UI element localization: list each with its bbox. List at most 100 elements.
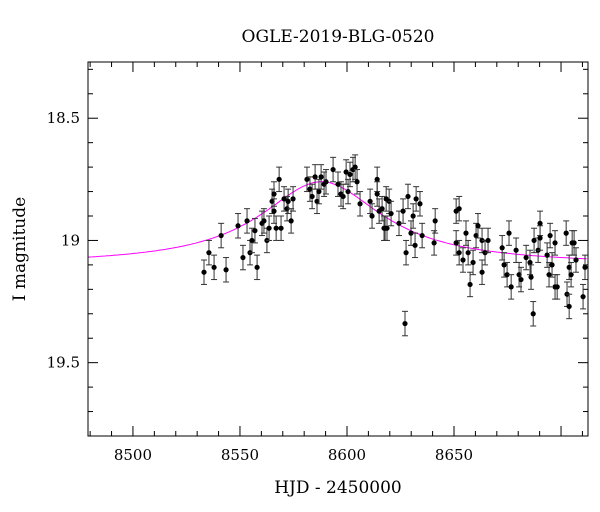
point-marker (347, 171, 353, 178)
data-point (506, 220, 513, 246)
point-marker (345, 188, 351, 195)
point-marker (544, 252, 550, 258)
data-point (528, 264, 535, 290)
data-point (288, 208, 295, 234)
data-point (485, 227, 492, 254)
point-marker (235, 223, 241, 229)
model-curve (88, 181, 587, 260)
point-marker (546, 272, 552, 278)
point-marker (566, 264, 572, 270)
data-point (573, 247, 580, 273)
point-marker (485, 237, 491, 244)
point-marker (412, 242, 418, 248)
data-point (314, 188, 321, 215)
chart-title: OGLE-2019-BLG-0520 (242, 27, 435, 47)
data-point (303, 166, 310, 193)
data-point (382, 215, 389, 241)
data-point (526, 249, 533, 276)
point-marker (453, 240, 459, 246)
data-point (413, 186, 420, 212)
data-point (352, 154, 359, 180)
data-point (563, 220, 570, 246)
data-point (474, 213, 481, 239)
data-point (580, 283, 587, 310)
point-marker (290, 196, 296, 202)
data-point (374, 181, 381, 207)
point-marker (354, 179, 360, 185)
data-point (530, 301, 537, 327)
data-point (554, 274, 561, 300)
point-marker (388, 210, 394, 217)
point-marker (266, 225, 272, 231)
data-point (343, 159, 350, 185)
point-marker (410, 213, 416, 219)
y-axis-label: I magnitude (10, 197, 30, 301)
data-point (201, 259, 208, 285)
point-marker (501, 262, 507, 268)
point-marker (271, 191, 277, 197)
data-point (460, 247, 466, 273)
point-marker (537, 235, 543, 241)
data-point (223, 257, 230, 283)
data-point (312, 164, 319, 190)
point-marker (460, 257, 466, 263)
data-point (552, 230, 559, 256)
data-point (456, 239, 463, 266)
data-point (218, 222, 225, 249)
point-marker (432, 218, 438, 224)
point-marker (566, 303, 572, 310)
point-marker (218, 232, 224, 239)
data-point (211, 254, 218, 281)
data-point (462, 220, 469, 246)
x-tick-label: 8650 (435, 446, 473, 464)
data-point (582, 254, 588, 281)
point-marker (307, 186, 313, 192)
point-marker (369, 213, 375, 219)
point-marker (531, 237, 537, 244)
data-point (260, 208, 267, 234)
y-tick-label: 19 (61, 231, 80, 249)
point-marker (278, 225, 284, 231)
data-point (248, 227, 255, 254)
point-marker (431, 240, 437, 246)
point-marker (563, 230, 569, 236)
point-marker (211, 264, 217, 270)
data-point (531, 227, 538, 254)
data-point (290, 186, 297, 212)
point-marker (479, 269, 485, 275)
data-point (285, 188, 292, 215)
point-marker (530, 311, 536, 317)
x-tick-label: 8500 (114, 446, 152, 464)
data-point (568, 261, 575, 288)
point-marker (318, 174, 324, 180)
point-marker (379, 206, 385, 212)
data-point (254, 254, 261, 281)
data-point (276, 166, 283, 193)
data-point (235, 213, 242, 239)
data-point (479, 259, 486, 285)
point-marker (316, 188, 322, 195)
point-marker (271, 208, 277, 214)
y-tick-label: 19.5 (47, 354, 80, 372)
axis-ticks (88, 62, 588, 436)
point-marker (582, 264, 588, 270)
data-point (501, 252, 508, 278)
point-marker (288, 218, 294, 224)
data-point (318, 164, 325, 190)
point-marker (273, 225, 279, 231)
data-point (470, 249, 477, 276)
point-marker (335, 181, 341, 187)
point-marker (552, 240, 558, 246)
data-point (369, 203, 376, 229)
data-point (546, 261, 553, 288)
data-point (566, 293, 573, 320)
point-marker (405, 193, 411, 200)
point-marker (244, 218, 250, 224)
point-marker (340, 193, 346, 200)
data-point (513, 237, 520, 263)
data-point (281, 186, 288, 212)
data-point (346, 161, 353, 188)
data-points (201, 154, 588, 337)
data-point (309, 183, 316, 210)
point-marker (470, 259, 476, 266)
